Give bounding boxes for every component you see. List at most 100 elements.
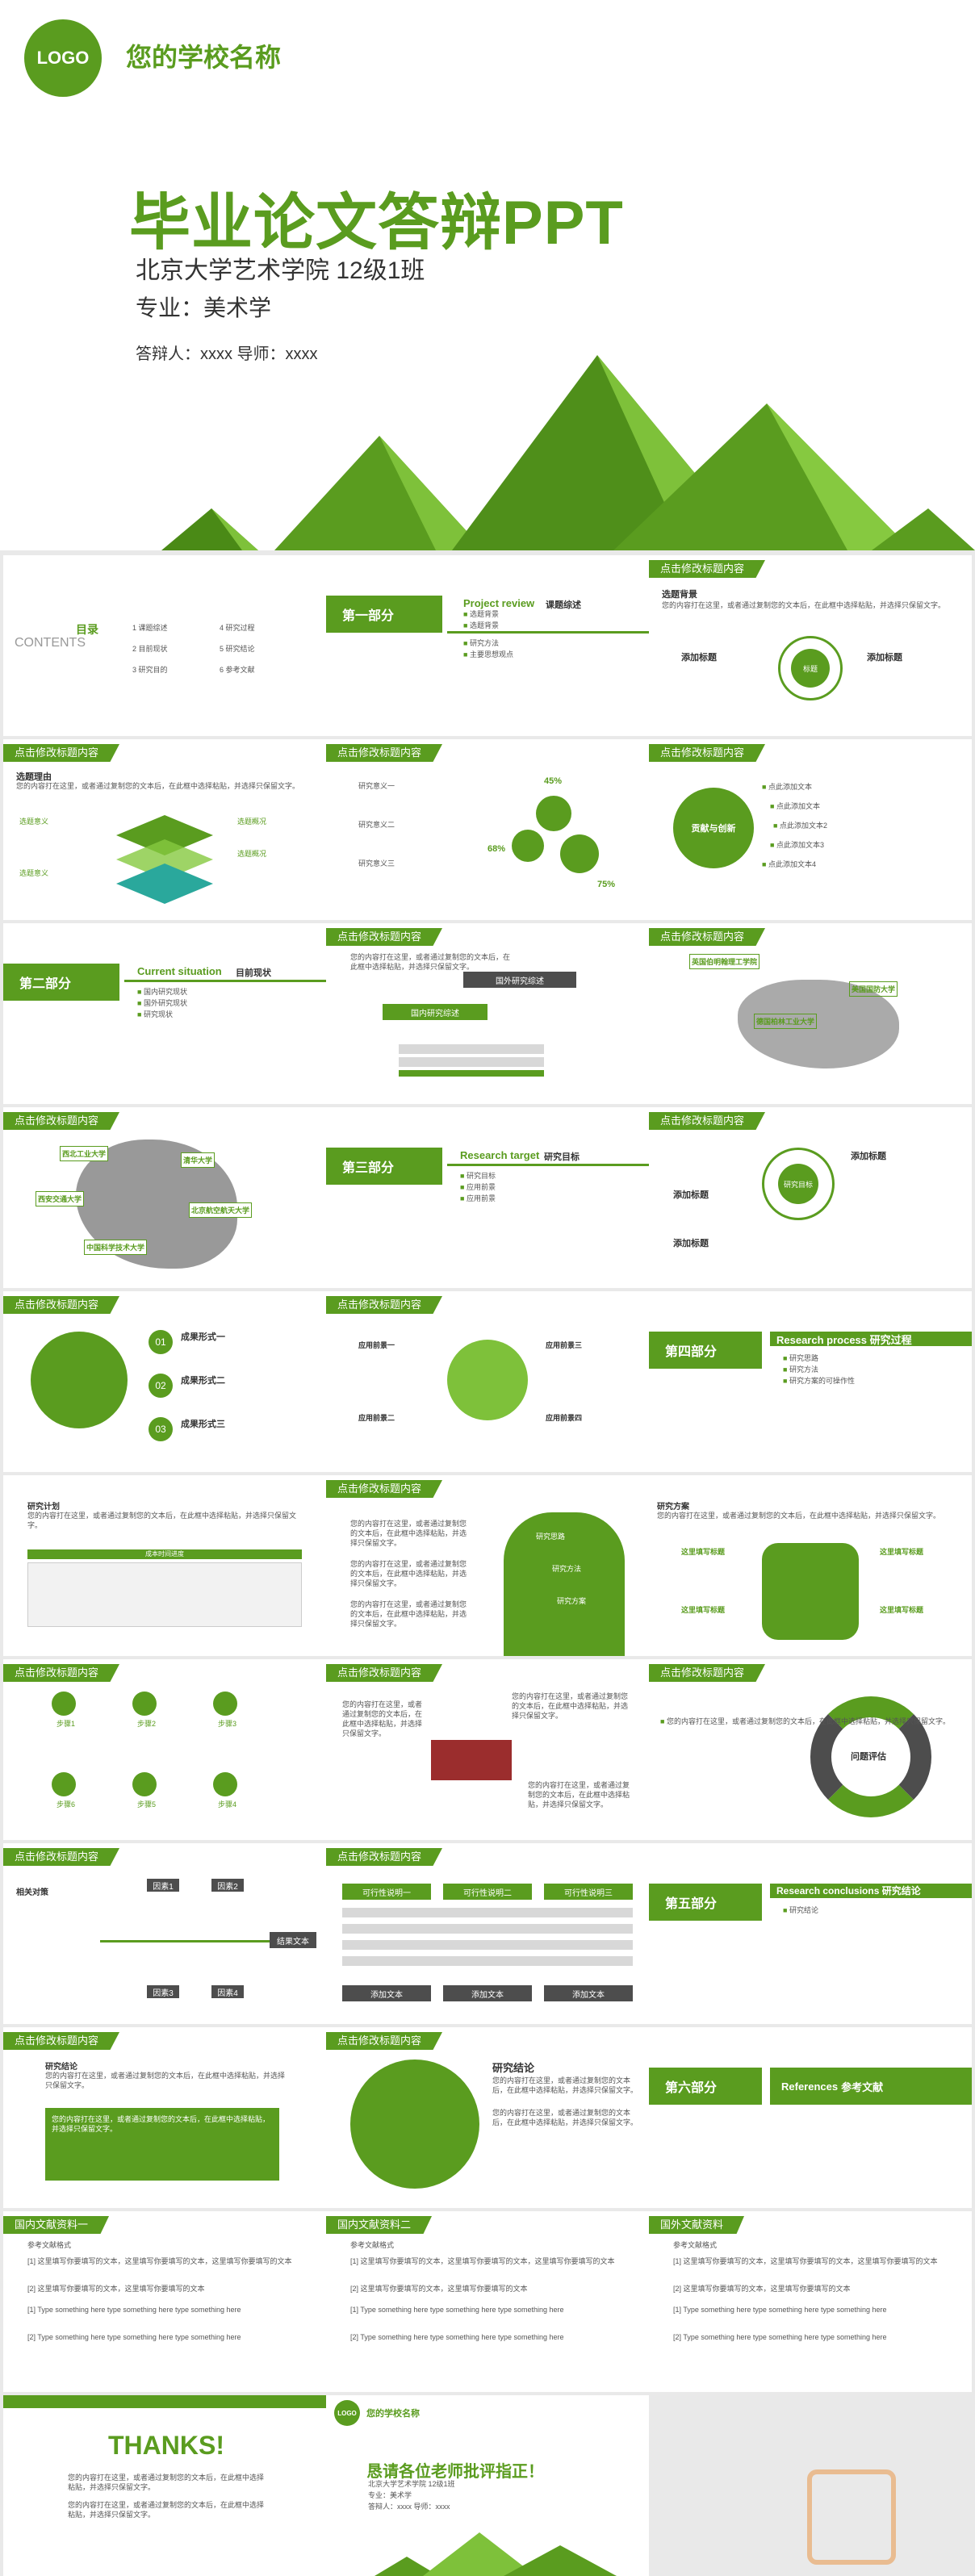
row-bar: [342, 1924, 633, 1934]
body-text: 您的内容打在这里，或者通过复制您的文本后，在此框中选择粘贴，并选择只保留文字。: [350, 1600, 467, 1628]
center-circle: 标题: [791, 649, 830, 688]
part-en: Research process: [776, 1334, 868, 1346]
slide-reason[interactable]: 点击修改标题内容 选题理由 您的内容打在这里，或者通过复制您的文本后，在此框中选…: [3, 739, 326, 920]
slide-header: 点击修改标题内容: [649, 744, 766, 762]
slide-contents[interactable]: CONTENTS 目录 1 课题综述 2 目前现状 3 研究目的 4 研究过程 …: [3, 555, 326, 736]
add-text-button[interactable]: 添加文本: [443, 1985, 532, 2001]
fish-result: 结果文本: [270, 1932, 316, 1948]
application-label: 应用前景三: [546, 1341, 583, 1349]
body-text: 您的内容打在这里，或者通过复制您的文本后，在此框中选择粘贴，并选择只保留文字。: [342, 1700, 423, 1738]
slide-fishbone[interactable]: 点击修改标题内容 相关对策 因素1 因素2 因素3 因素4 结果文本: [3, 1843, 326, 2024]
body-text: 您的内容打在这里，或者通过复制您的文本后，在此框中选择粘贴，并选择只保留文字。: [512, 1692, 629, 1720]
slide-ref-domestic-1[interactable]: 国内文献资料一 参考文献格式 [1] 这里填写你要填写的文本，这里填写你要填写的…: [3, 2211, 326, 2392]
map-label: 英国伯明翰理工学院: [689, 954, 760, 969]
slide-part6[interactable]: 第六部分 References 参考文献: [649, 2027, 972, 2208]
slide-end[interactable]: LOGO 您的学校名称 恳请各位老师批评指正！ 北京大学艺术学院 12级1班 专…: [326, 2395, 649, 2576]
slide-part2[interactable]: 第二部分 Current situation 目前现状 国内研究现状 国外研究现…: [3, 923, 326, 1104]
target-label: 添加标题: [673, 1190, 709, 1200]
contents-item[interactable]: 1 课题综述: [132, 624, 168, 632]
ref-intro: 参考文献格式: [350, 2241, 395, 2249]
body-text: 您的内容打在这里，或者通过复制您的文本后，在此框中选择粘贴，并选择只保留文字。: [68, 2474, 265, 2491]
step-label: 步骤2: [137, 1720, 157, 1728]
row-bar: [342, 1956, 633, 1966]
review-arrow: 国外研究综述: [463, 972, 576, 988]
part-bullet: 研究方案的可操作性: [783, 1375, 855, 1386]
part-label: 第三部分: [326, 1148, 442, 1185]
target-label: 添加标题: [851, 1152, 886, 1161]
part-bullet: 研究现状: [137, 1009, 173, 1019]
slide-feasibility[interactable]: 点击修改标题内容 可行性说明一 可行性说明二 可行性说明三 添加文本 添加文本 …: [326, 1843, 649, 2024]
slide-ref-foreign[interactable]: 国外文献资料 参考文献格式 [1] 这里填写你要填写的文本，这里填写你要填写的文…: [649, 2211, 972, 2392]
gear-icon: [536, 796, 571, 831]
target-circle: 研究目标: [778, 1164, 818, 1204]
slide-china[interactable]: 点击修改标题内容 西北工业大学 清华大学 西安交通大学 北京航空航天大学 中国科…: [3, 1107, 326, 1288]
ref-item: [2] Type something here type something h…: [27, 2333, 241, 2341]
evaluation-center: 问题评估: [851, 1752, 886, 1762]
cover-subtitle-1: 北京大学艺术学院 12级1班: [136, 257, 425, 284]
slide-world[interactable]: 点击修改标题内容 英国伯明翰理工学院 美国国防大学 德国柏林工业大学: [649, 923, 972, 1104]
add-text-button[interactable]: 添加文本: [544, 1985, 633, 2001]
contents-item[interactable]: 6 参考文献: [220, 666, 255, 674]
slide-innovation[interactable]: 点击修改标题内容 贡献与创新 点此添加文本 点此添加文本 点此添加文本2 点此添…: [649, 739, 972, 920]
cover-subtitle-2: 专业：美术学: [136, 295, 272, 320]
contents-item[interactable]: 5 研究结论: [220, 645, 255, 653]
contents-item[interactable]: 4 研究过程: [220, 624, 255, 632]
slide-results[interactable]: 点击修改标题内容 01 02 03 成果形式一 成果形式二 成果形式三: [3, 1291, 326, 1472]
body-text: 您的内容打在这里，或者通过复制您的文本后，在此框中选择粘贴，并选择只保留文字。: [662, 601, 946, 609]
slide-subtitle: 选题背景: [662, 590, 697, 600]
fish-factor: 因素4: [211, 1985, 244, 1998]
clipboard-icon: [31, 1332, 128, 1428]
part-label: 第二部分: [3, 964, 119, 1001]
slide-significance[interactable]: 点击修改标题内容 研究意义一 研究意义二 研究意义三 45% 68% 75%: [326, 739, 649, 920]
slide-part5[interactable]: 第五部分 Research conclusions 研究结论 研究结论: [649, 1843, 972, 2024]
cover-slide[interactable]: LOGO 您的学校名称 毕业论文答辩PPT 北京大学艺术学院 12级1班 专业：…: [0, 0, 975, 550]
slide-conclusion[interactable]: 点击修改标题内容 研究结论 您的内容打在这里，或者通过复制您的文本后，在此框中选…: [3, 2027, 326, 2208]
slide-method[interactable]: 点击修改标题内容 您的内容打在这里，或者通过复制您的文本后，在此框中选择粘贴，并…: [326, 1475, 649, 1656]
slide-ref-domestic-2[interactable]: 国内文献资料二 参考文献格式 [1] 这里填写你要填写的文本，这里填写你要填写的…: [326, 2211, 649, 2392]
slide-pie-conclusion[interactable]: 点击修改标题内容 研究结论 您的内容打在这里，或者通过复制您的文本后，在此框中选…: [326, 2027, 649, 2208]
slide-review[interactable]: 点击修改标题内容 您的内容打在这里，或者通过复制您的文本后，在此框中选择粘贴，并…: [326, 923, 649, 1104]
body-text: 您的内容打在这里，或者通过复制您的文本后，在此框中选择粘贴，并选择只保留文字。: [350, 1520, 467, 1547]
ref-item: [1] Type something here type something h…: [27, 2306, 241, 2314]
slide-application[interactable]: 点击修改标题内容 应用前景一 应用前景三 应用前景二 应用前景四: [326, 1291, 649, 1472]
slide-steps[interactable]: 点击修改标题内容 步骤1 步骤2 步骤3 步骤6 步骤5 步骤4: [3, 1659, 326, 1840]
body-text: 您的内容打在这里，或者通过复制您的文本后，在此框中选择粘贴，并选择只保留文字。: [52, 2115, 270, 2133]
part-bullet: 选题背景: [463, 620, 499, 630]
ref-intro: 参考文献格式: [673, 2241, 718, 2249]
slide-subtitle: 研究结论: [492, 2062, 535, 2074]
part-banner: Research conclusions 研究结论: [770, 1884, 972, 1898]
result-label: 成果形式一: [181, 1332, 225, 1342]
contents-item[interactable]: 3 研究目的: [132, 666, 168, 674]
contents-item[interactable]: 2 目前现状: [132, 645, 168, 653]
part-en: Current situation: [137, 965, 222, 977]
part-cn: 研究过程: [869, 1334, 912, 1346]
slide-scheme[interactable]: 研究方案 您的内容打在这里，或者通过复制您的文本后，在此框中选择粘贴，并选择只保…: [649, 1475, 972, 1656]
conclusion-box: [45, 2108, 279, 2181]
ref-item: [1] Type something here type something h…: [350, 2306, 564, 2314]
plan-table: [27, 1562, 302, 1627]
slide-subtitle: 研究计划: [27, 1503, 60, 1512]
bar: [399, 1070, 544, 1077]
slide-thanks[interactable]: THANKS! 您的内容打在这里，或者通过复制您的文本后，在此框中选择粘贴，并选…: [3, 2395, 326, 2576]
slide-plan[interactable]: 研究计划 您的内容打在这里，或者通过复制您的文本后，在此框中选择粘贴，并选择只保…: [3, 1475, 326, 1656]
add-text-button[interactable]: 添加文本: [342, 1985, 431, 2001]
step-number: 01: [149, 1330, 173, 1354]
slide-books[interactable]: 点击修改标题内容 您的内容打在这里，或者通过复制您的文本后，在此框中选择粘贴，并…: [326, 1659, 649, 1840]
fish-factor: 因素3: [147, 1985, 179, 1998]
slide-part4[interactable]: 第四部分 Research process 研究过程 研究思路 研究方法 研究方…: [649, 1291, 972, 1472]
step-number: 03: [149, 1417, 173, 1441]
slide-part1[interactable]: 第一部分 Project review 课题综述 选题背景 选题背景 研究方法 …: [326, 555, 649, 736]
slide-target[interactable]: 点击修改标题内容 研究目标 添加标题 添加标题 添加标题: [649, 1107, 972, 1288]
slide-evaluation[interactable]: 点击修改标题内容 问题评估 您的内容打在这里，或者通过复制您的文本后，在此框中选…: [649, 1659, 972, 1840]
part-label: 第一部分: [326, 596, 442, 633]
mountains-graphic: [375, 2532, 617, 2576]
slide-header: 点击修改标题内容: [326, 1848, 443, 1866]
end-title: 恳请各位老师批评指正！: [366, 2463, 544, 2481]
body-text: 您的内容打在这里，或者通过复制您的文本后，在此框中选择粘贴，并选择只保留文字。: [657, 1512, 941, 1520]
slide-subtitle: 研究方案: [657, 1503, 689, 1512]
step-label: 步骤3: [218, 1720, 237, 1728]
slide-part3[interactable]: 第三部分 Research target 研究目标 研究目标 应用前景 应用前景: [326, 1107, 649, 1288]
slide-background[interactable]: 点击修改标题内容 选题背景 您的内容打在这里，或者通过复制您的文本后，在此框中选…: [649, 555, 972, 736]
fish-factor: 因素1: [147, 1879, 179, 1892]
result-label: 成果形式二: [181, 1376, 225, 1386]
